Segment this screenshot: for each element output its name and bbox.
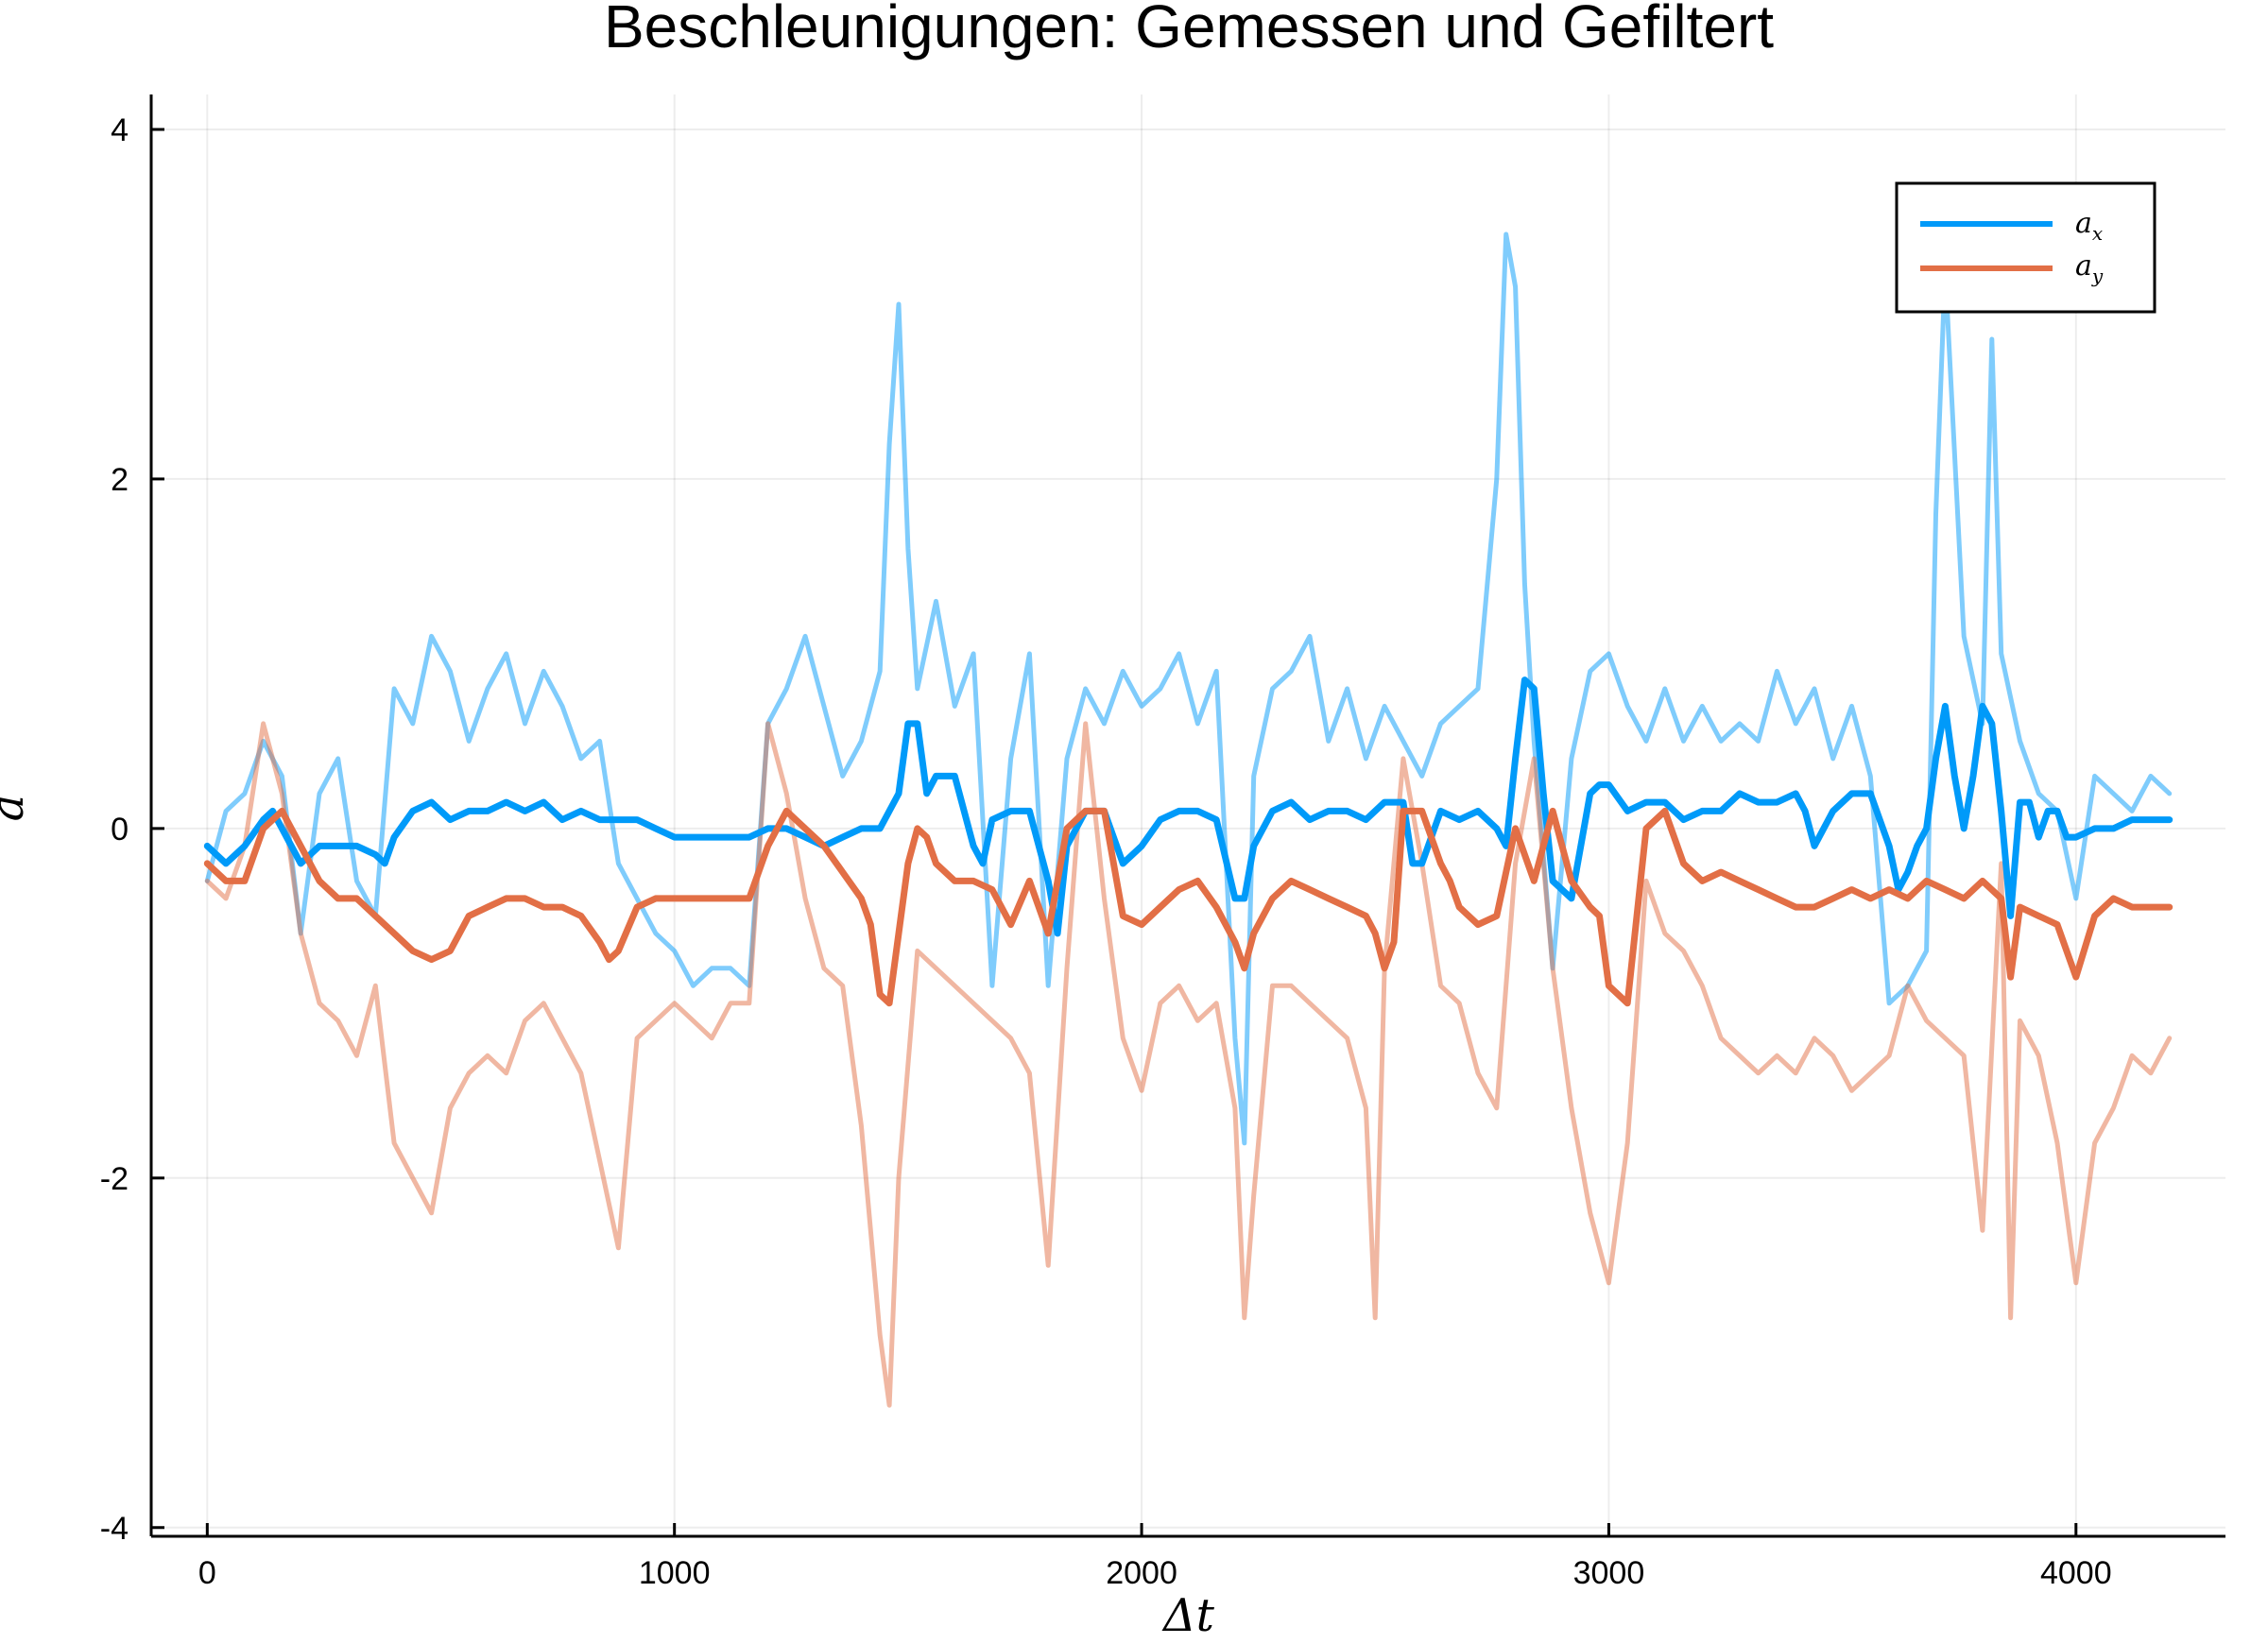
x-tick-label-0: 0: [198, 1555, 216, 1591]
legend-label-ax-sub: x: [2092, 222, 2103, 245]
x-tick-label-2: 2000: [1106, 1555, 1177, 1591]
legend-box: [1895, 181, 2156, 314]
y-tick-label-3: 2: [111, 462, 129, 498]
x-tick-label-3: 3000: [1573, 1555, 1645, 1591]
y-tick-label-1: -2: [100, 1161, 129, 1197]
y-tick-label-4: 4: [111, 112, 129, 148]
legend-label-ay-sub: y: [2091, 265, 2104, 287]
legend-label-ax-base: a: [2075, 207, 2092, 240]
series-line-ax-measured: [204, 231, 2173, 1146]
grid-layer: [151, 94, 2225, 1536]
series-line-ay-filtered: [203, 807, 2174, 1007]
legend: ax ay: [1895, 181, 2156, 314]
legend-entry-ay: ay: [2075, 249, 2104, 287]
chart-title: Beschleunigungen: Gemessen und Gefiltert: [604, 0, 1774, 60]
y-axis-label: a: [0, 795, 34, 822]
y-tick-label-0: -4: [100, 1511, 129, 1547]
legend-label-ay-base: a: [2075, 249, 2092, 283]
y-tick-label-2: 0: [111, 812, 129, 848]
legend-entry-ax: ax: [2075, 207, 2103, 245]
x-tick-label-4: 4000: [2040, 1555, 2112, 1591]
series-layer: [203, 231, 2174, 1408]
series-line-ax-filtered: [203, 676, 2174, 937]
series-line-ay-measured: [204, 721, 2173, 1408]
axes-layer: [149, 94, 2225, 1538]
x-tick-label-1: 1000: [639, 1555, 711, 1591]
x-axis-label: Δt: [1161, 1589, 1215, 1642]
ticks-layer: 0 1000 2000 3000 4000 -4 -2 0 2 4: [100, 112, 2112, 1591]
